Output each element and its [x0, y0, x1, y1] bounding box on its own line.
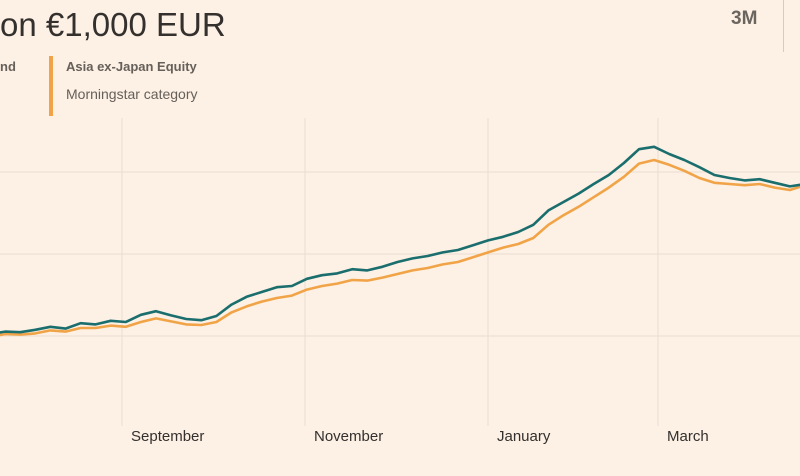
series-line-fund [0, 145, 800, 334]
x-tick-label: January [497, 428, 551, 445]
x-tick-label: November [314, 428, 383, 445]
range-3m-button[interactable]: 3M [731, 8, 758, 29]
x-tick-label: September [131, 428, 204, 445]
legend-item-fund: nd [0, 56, 30, 116]
range-divider [783, 0, 784, 52]
x-tick-label: March [667, 428, 709, 445]
legend-sublabel-category: Morningstar category [66, 86, 198, 102]
legend-label-category: Asia ex-Japan Equity [66, 59, 197, 74]
chart-title: on €1,000 EUR [0, 6, 226, 43]
legend-swatch-category [49, 56, 53, 116]
legend-label-fund: nd [0, 59, 16, 74]
legend-item-category: Asia ex-Japan Equity Morningstar categor… [49, 56, 249, 116]
series-line-category [0, 158, 800, 337]
